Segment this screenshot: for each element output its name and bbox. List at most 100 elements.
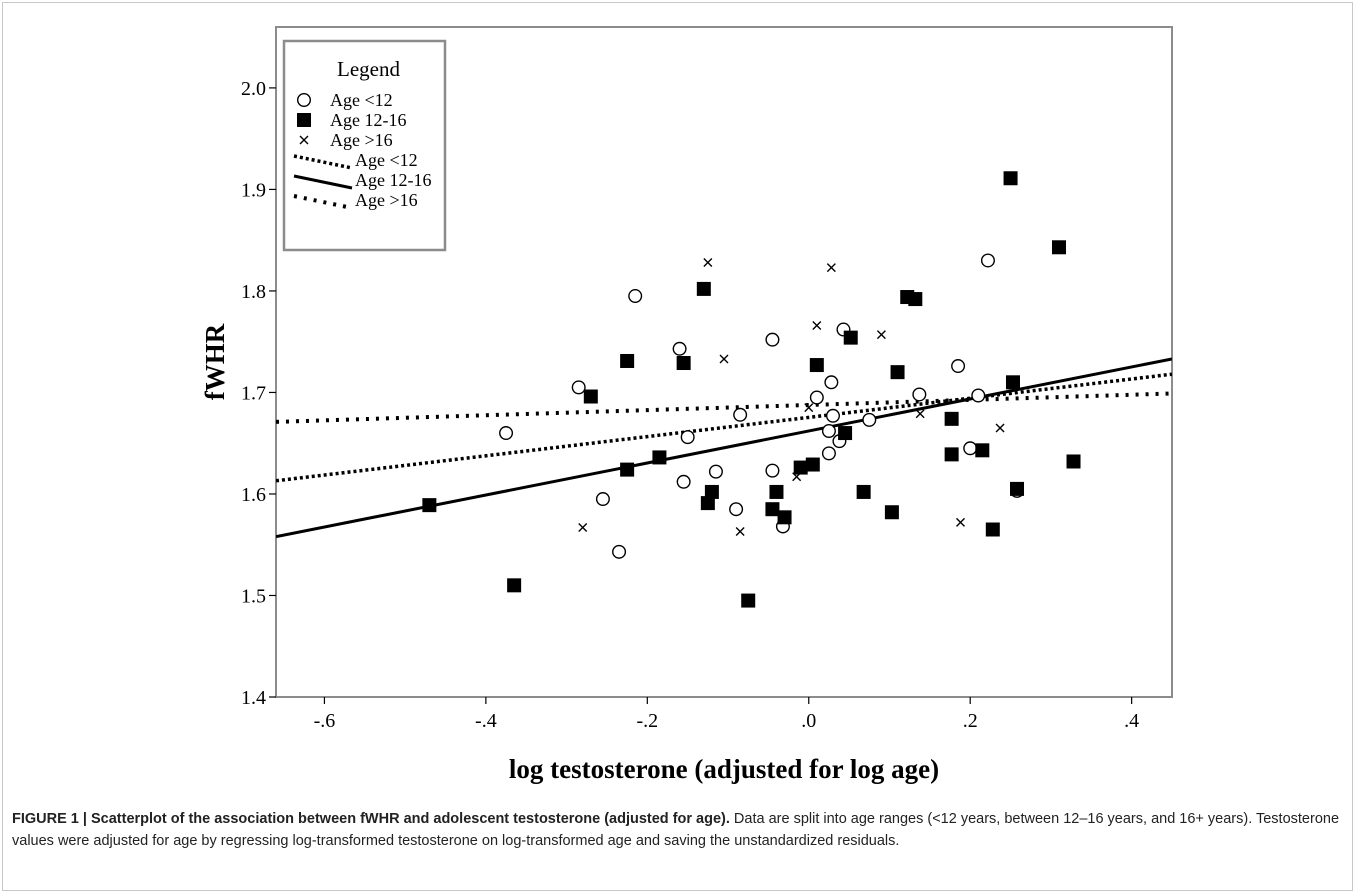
caption-body: Data are split into age ranges (<12 year… [12, 811, 1340, 849]
data-point-square [805, 457, 820, 472]
data-point-circle [821, 446, 836, 461]
data-point-circle [672, 341, 687, 356]
data-point-circle [733, 407, 748, 422]
x-axis-title: log testosterone (adjusted for log age) [509, 754, 939, 784]
legend-title: Legend [337, 57, 400, 81]
data-point-square [1066, 454, 1081, 469]
x-tick-label: .4 [1124, 710, 1139, 732]
data-point-square [741, 593, 756, 608]
legend-label: Age <12 [330, 90, 393, 110]
y-tick-label: 1.5 [241, 585, 266, 607]
data-point-circle [824, 375, 839, 390]
legend-symbol-circle [297, 92, 312, 107]
data-point-square [422, 498, 437, 513]
data-point-square [944, 411, 959, 426]
data-point-square [777, 510, 792, 525]
data-point-square [620, 462, 635, 477]
data-point-square [676, 356, 691, 371]
data-point-x [703, 258, 713, 268]
figure-caption: FIGURE 1 | Scatterplot of the associatio… [12, 808, 1347, 852]
data-point-circle [595, 492, 610, 507]
legend-label: Age >16 [330, 130, 393, 150]
x-tick-label: .2 [963, 710, 978, 732]
data-point-x [812, 320, 822, 330]
fit-line-dense-dotted [276, 372, 1172, 483]
y-tick-label: 2.0 [241, 78, 266, 100]
data-point-circle [499, 426, 514, 441]
legend-symbol-square [297, 113, 311, 127]
data-point-circle [765, 332, 780, 347]
data-point-square [704, 484, 719, 499]
legend-label: Age 12-16 [330, 110, 406, 130]
data-point-square [652, 450, 667, 465]
x-tick-label: .0 [801, 710, 816, 732]
x-tick-label: -.6 [314, 710, 336, 732]
data-point-square [620, 353, 635, 368]
data-point-square [985, 522, 1000, 537]
caption-lead: FIGURE 1 | Scatterplot of the associatio… [12, 811, 730, 827]
y-tick-label: 1.8 [241, 281, 266, 303]
data-point-circle [912, 387, 927, 402]
data-point-circle [612, 544, 627, 559]
data-point-circle [680, 430, 695, 445]
data-point-x [792, 472, 802, 482]
fit-line-solid [276, 357, 1172, 539]
data-point-circle [809, 390, 824, 405]
legend-label: Age >16 [355, 190, 418, 210]
data-point-square [908, 292, 923, 307]
plot-frame [275, 26, 1173, 698]
legend-symbol-x [299, 135, 309, 145]
data-point-square [507, 578, 522, 593]
data-point-circle [825, 408, 840, 423]
data-point-circle [862, 412, 877, 427]
x-tick-label: -.2 [636, 710, 658, 732]
data-point-x [719, 354, 729, 364]
data-point-square [809, 358, 824, 373]
data-point-circle [980, 253, 995, 268]
data-point-square [944, 447, 959, 462]
data-point-circle [628, 289, 643, 304]
legend-label: Age <12 [355, 150, 418, 170]
data-point-circle [708, 464, 723, 479]
x-tick-label: -.4 [475, 710, 497, 732]
data-point-square [769, 484, 784, 499]
data-point-circle [821, 424, 836, 439]
data-point-circle [963, 441, 978, 456]
data-point-square [843, 330, 858, 345]
data-point-circle [765, 463, 780, 478]
legend-box [282, 39, 447, 252]
data-point-square [890, 365, 905, 380]
data-point-square [583, 389, 598, 404]
data-point-square [884, 505, 899, 520]
data-point-square [838, 426, 853, 441]
data-point-square [1010, 481, 1025, 496]
y-tick-label: 1.9 [241, 179, 266, 201]
data-point-square [765, 502, 780, 517]
data-point-square [975, 443, 990, 458]
data-point-x [826, 263, 836, 273]
data-point-x [956, 517, 966, 527]
scatter-chart: 1.4 1.5 1.6 1.7 1.8 1.9 2.0 -.6 -.4 -.2 .0 .2 .4 log … [200, 26, 1173, 784]
data-point-x [578, 522, 588, 532]
data-point-x [804, 403, 814, 413]
data-point-square [856, 484, 871, 499]
y-tick-label: 1.6 [241, 484, 266, 506]
data-point-square [700, 496, 715, 511]
data-point-circle [951, 359, 966, 374]
y-axis-title: fWHR [200, 323, 230, 400]
data-point-x [915, 409, 925, 419]
fit-line-sparse-dotted [276, 391, 1172, 424]
data-point-square [696, 281, 711, 296]
legend-label: Age 12-16 [355, 170, 431, 190]
data-point-circle [571, 380, 586, 395]
y-tick-label: 1.4 [241, 687, 266, 709]
data-point-circle [676, 474, 691, 489]
data-point-x [735, 527, 745, 537]
data-point-square [1003, 171, 1018, 186]
legend-line-solid [293, 174, 353, 190]
data-point-x [995, 423, 1005, 433]
legend-line-dense-dotted [293, 154, 353, 170]
data-point-square [793, 460, 808, 475]
data-point-circle [971, 388, 986, 403]
